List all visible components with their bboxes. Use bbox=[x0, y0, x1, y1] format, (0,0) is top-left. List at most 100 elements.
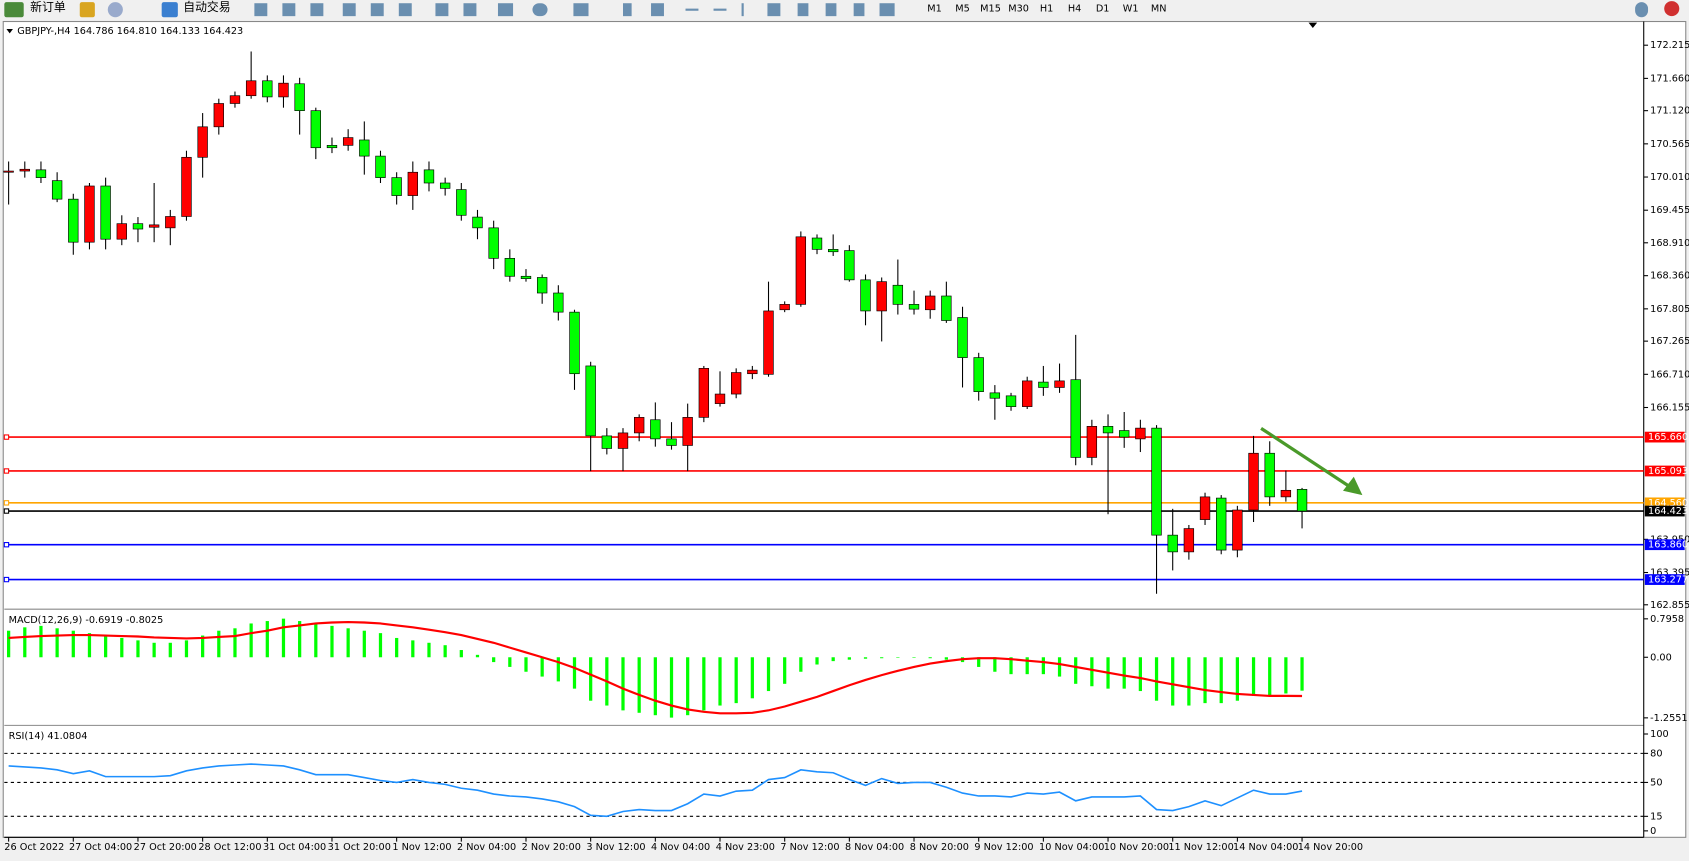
macd-signal-line bbox=[8, 620, 1303, 715]
tool-icon[interactable] bbox=[398, 3, 412, 17]
toolbar-icon[interactable] bbox=[79, 2, 95, 18]
timeframe-button[interactable]: MN bbox=[1151, 4, 1167, 15]
timeframe-button[interactable]: M15 bbox=[980, 4, 1001, 15]
macd-bar bbox=[524, 657, 528, 672]
y-tick-label: 171.660 bbox=[1650, 73, 1689, 84]
tool-icon[interactable] bbox=[797, 3, 809, 17]
tool-icon[interactable] bbox=[435, 3, 449, 17]
y-tick-label: 170.565 bbox=[1650, 139, 1689, 150]
tool-icon[interactable] bbox=[825, 3, 837, 17]
candle-body bbox=[1280, 489, 1292, 498]
candle-body bbox=[359, 139, 370, 157]
tool-icon[interactable] bbox=[767, 3, 781, 17]
macd-bar bbox=[718, 657, 722, 706]
x-tick-label: 27 Oct 20:00 bbox=[134, 842, 197, 853]
tool-icon[interactable] bbox=[370, 3, 384, 17]
toolbar bbox=[0, 0, 1689, 20]
macd-bar bbox=[411, 640, 415, 658]
candle-body bbox=[633, 417, 645, 434]
tool-icon[interactable] bbox=[573, 3, 589, 17]
timeframe-button[interactable]: H4 bbox=[1068, 4, 1081, 15]
tool-icon[interactable] bbox=[342, 3, 356, 17]
macd-bar bbox=[928, 657, 932, 659]
tool-icon[interactable] bbox=[853, 3, 865, 17]
timeframe-button[interactable]: M5 bbox=[955, 4, 970, 15]
auto-trade-icon[interactable] bbox=[161, 2, 178, 18]
candle-body bbox=[19, 168, 30, 172]
new-order-icon[interactable] bbox=[4, 2, 24, 18]
level-handle bbox=[3, 434, 10, 440]
candle-body bbox=[278, 82, 289, 98]
trend-arrow-head bbox=[1343, 476, 1363, 496]
macd-bar bbox=[1251, 657, 1256, 696]
alert-icon[interactable] bbox=[1664, 1, 1680, 17]
candle-body bbox=[310, 110, 321, 149]
candle-body bbox=[585, 365, 596, 437]
x-tick-label: 14 Nov 20:00 bbox=[1298, 842, 1363, 853]
auto-trade-button[interactable]: 自动交易 bbox=[183, 0, 230, 14]
macd-bar bbox=[87, 633, 92, 658]
x-tick-label: 2 Nov 20:00 bbox=[522, 842, 581, 853]
tool-icon[interactable] bbox=[282, 3, 296, 17]
macd-bar bbox=[217, 630, 221, 658]
macd-bar bbox=[201, 635, 205, 658]
macd-bar bbox=[766, 657, 771, 692]
macd-bar bbox=[572, 657, 577, 689]
candle-body bbox=[3, 170, 14, 173]
macd-bar bbox=[750, 657, 754, 699]
tool-icon[interactable] bbox=[532, 3, 548, 17]
level-handle bbox=[3, 508, 10, 514]
y-tick-label: 166.710 bbox=[1650, 369, 1689, 380]
tool-icon[interactable] bbox=[497, 3, 514, 17]
y-tick-label: 172.215 bbox=[1650, 40, 1689, 51]
x-tick-label: 10 Nov 04:00 bbox=[1039, 842, 1104, 853]
macd-bar bbox=[233, 628, 237, 658]
tool-icon[interactable] bbox=[310, 3, 324, 17]
macd-bar bbox=[896, 657, 900, 658]
macd-bar bbox=[314, 623, 318, 658]
x-tick-label: 26 Oct 2022 bbox=[4, 842, 64, 853]
tool-icon[interactable] bbox=[879, 3, 895, 17]
macd-bar bbox=[637, 657, 641, 713]
timeframe-button[interactable]: D1 bbox=[1096, 4, 1110, 15]
y-tick-label: 0.7958 bbox=[1650, 614, 1684, 625]
candle-body bbox=[536, 277, 548, 294]
candle-body bbox=[51, 180, 63, 200]
tool-icon[interactable] bbox=[254, 3, 268, 17]
x-tick-label: 11 Nov 12:00 bbox=[1168, 842, 1233, 853]
candle-body bbox=[617, 432, 629, 449]
tool-icon[interactable] bbox=[463, 3, 477, 17]
candle-body bbox=[1296, 489, 1308, 512]
timeframe-button[interactable]: M1 bbox=[927, 4, 942, 15]
candle-body bbox=[116, 223, 127, 240]
tool-icon[interactable] bbox=[741, 3, 744, 17]
candle-body bbox=[682, 417, 693, 446]
candle-body bbox=[1038, 381, 1049, 388]
macd-bar bbox=[993, 657, 997, 672]
candle-body bbox=[100, 185, 111, 240]
macd-bar bbox=[944, 657, 948, 660]
tool-icon[interactable] bbox=[651, 3, 664, 17]
timeframe-button[interactable]: M30 bbox=[1008, 4, 1029, 15]
candle-body bbox=[262, 80, 273, 98]
tool-icon[interactable] bbox=[623, 3, 632, 17]
candle-body bbox=[1151, 427, 1162, 536]
candle-body bbox=[245, 80, 257, 97]
candle-body bbox=[181, 156, 192, 217]
candle-body bbox=[326, 145, 338, 149]
timeframe-button[interactable]: W1 bbox=[1123, 4, 1139, 15]
macd-bar bbox=[1235, 657, 1239, 701]
toolbar-icon[interactable] bbox=[107, 2, 123, 18]
macd-bar bbox=[815, 657, 819, 665]
macd-bar bbox=[1090, 657, 1094, 687]
tool-icon[interactable] bbox=[685, 8, 699, 11]
candle-body bbox=[375, 155, 386, 178]
tool-icon[interactable] bbox=[713, 8, 727, 11]
level-handle bbox=[3, 500, 10, 506]
macd-bar bbox=[880, 657, 884, 659]
y-tick-label: 163.395 bbox=[1650, 568, 1689, 579]
new-order-button[interactable]: 新订单 bbox=[30, 0, 66, 14]
y-tick-label: 80 bbox=[1650, 748, 1662, 759]
timeframe-button[interactable]: H1 bbox=[1040, 4, 1053, 15]
search-icon[interactable] bbox=[1635, 2, 1649, 18]
